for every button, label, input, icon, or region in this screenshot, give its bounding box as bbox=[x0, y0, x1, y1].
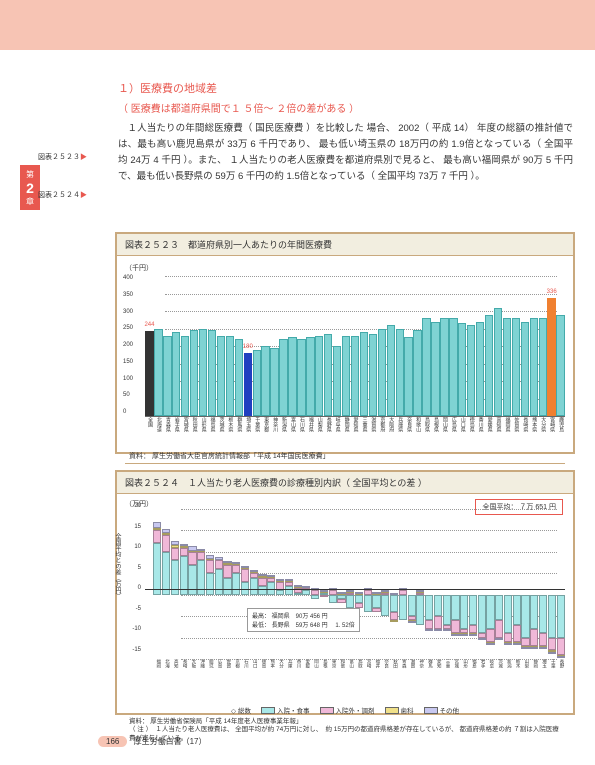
page-footer: 166 厚生労働白書（17） bbox=[98, 736, 207, 747]
chart-2-bars bbox=[153, 509, 565, 659]
tab-top: 第 bbox=[26, 170, 34, 179]
chapter-tab: 第 2 章 bbox=[20, 165, 40, 210]
chart-1-title: 図表２５２３ 都道府県別一人あたりの年間医療費 bbox=[116, 233, 574, 256]
chart-1-yaxis: 050100150200250300350400 bbox=[123, 275, 133, 415]
body-paragraph: １人当たりの年間総医療費（ 国民医療費 ）を比較した 場合、 2002（ 平成 … bbox=[118, 121, 573, 186]
chart-1-xlabels: 全国北海道青森県岩手県宮城県秋田県山形県福島県茨城県栃木県群馬県埼玉県千葉県東京… bbox=[145, 417, 565, 447]
chart-2-xlabels: 福岡北海高知長崎大阪沖縄鹿児広島佐賀京都石川山口徳島熊本大分兵庫香川愛媛岡山島根… bbox=[153, 659, 565, 681]
chart-2-legend: ◇総数入院・食事入院外・調剤歯科その他 bbox=[125, 705, 565, 715]
chart-1-body: （千円） 050100150200250300350400 244180336 … bbox=[117, 255, 573, 468]
tab-number: 2 bbox=[20, 180, 40, 196]
heading-2: （ 医療費は都道府県間で１ ５倍～ ２倍の差がある ） bbox=[118, 100, 573, 115]
tab-bottom: 章 bbox=[26, 197, 34, 206]
chart-2-body: （万円） 全国平均： ７万 651 円 全国平均との差（万円） 20151050… bbox=[117, 493, 573, 749]
chart-1-bars: 244180336 bbox=[145, 277, 565, 417]
main-content: １）医療費の地域差 （ 医療費は都道府県間で１ ５倍～ ２倍の差がある ） １人… bbox=[118, 80, 573, 186]
chart-2-annotation: 最高： 福岡県 90万 456 円最低： 長野県 59万 648 円 1. 52… bbox=[247, 608, 360, 632]
chart-2: 図表２５２４ １人当たり老人医療費の診療種別内訳（ 全国平均との差 ） （万円）… bbox=[115, 470, 575, 715]
heading-1: １）医療費の地域差 bbox=[118, 80, 573, 96]
page-number: 166 bbox=[98, 736, 127, 747]
triangle-icon: ▶ bbox=[80, 192, 87, 199]
figure-ref-1: 図表２５２３▶ bbox=[38, 152, 87, 162]
triangle-icon: ▶ bbox=[80, 154, 87, 161]
chart-2-title: 図表２５２４ １人当たり老人医療費の診療種別内訳（ 全国平均との差 ） bbox=[116, 471, 574, 494]
chart-2-ylabel: 全国平均との差（万円） bbox=[113, 533, 122, 599]
footer-text: 厚生労働白書（17） bbox=[134, 737, 207, 746]
chart-1: 図表２５２３ 都道府県別一人あたりの年間医療費 （千円） 05010015020… bbox=[115, 232, 575, 454]
chart-2-yaxis: 20151050-5-10-15 bbox=[123, 503, 141, 653]
chart-1-source: 資料： 厚生労働省大臣官房統計情報部「平成 14年国民医療費」 bbox=[125, 451, 565, 464]
header-band bbox=[0, 0, 595, 50]
chart-1-ylabel: （千円） bbox=[125, 263, 565, 273]
figure-ref-2: 図表２５２４▶ bbox=[38, 190, 87, 200]
